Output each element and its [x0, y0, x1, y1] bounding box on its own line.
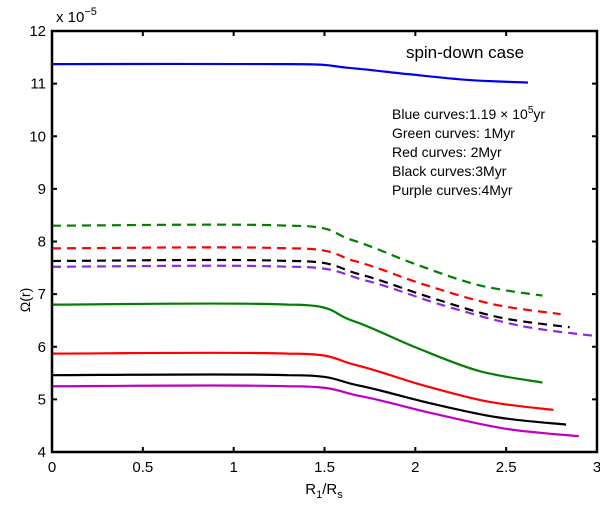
- x-tick-label: 1: [229, 459, 237, 476]
- annotation-line: Red curves: 2Myr: [392, 144, 502, 160]
- y-tick-label: 12: [29, 23, 46, 40]
- series-purple-solid: [51, 384, 579, 438]
- y-axis-label: Ω(r): [17, 288, 33, 312]
- series-black-solid: [51, 373, 567, 426]
- y-tick-label: 7: [38, 286, 46, 303]
- y-tick-label: 10: [29, 128, 46, 145]
- ticks: 0 0.5 1 1.5 2 2.5 3 4 5 6 7 8 9 10 11 12: [29, 23, 600, 476]
- y-tick-label: 5: [38, 391, 46, 408]
- x-axis-label: R1/Rs: [305, 481, 343, 501]
- series-purple-dashed: [51, 264, 598, 338]
- x-tick-label: 2: [411, 459, 419, 476]
- y-tick-label: 4: [38, 444, 46, 461]
- series-red-dashed: [51, 246, 561, 316]
- x-tick-label: 3: [593, 459, 600, 476]
- x-tick-label: 0.5: [132, 459, 153, 476]
- y-tick-label: 6: [38, 339, 46, 356]
- x-tick-label: 0: [48, 459, 56, 476]
- legend-annotations: Blue curves:1.19 × 105yr Green curves: 1M…: [392, 105, 545, 198]
- series-black-dashed: [51, 258, 570, 329]
- annotation-line: Green curves: 1Myr: [392, 125, 515, 141]
- annotation-line: Purple curves:4Myr: [392, 182, 513, 198]
- annotation-line: Black curves:3Myr: [392, 163, 507, 179]
- series-green-dashed: [51, 223, 543, 297]
- y-multiplier: x 10−5: [56, 6, 97, 26]
- annotation-line: Blue curves:1.19 × 105yr: [392, 105, 545, 122]
- chart-title: spin-down case: [406, 43, 524, 62]
- y-tick-label: 11: [30, 76, 46, 93]
- x-tick-label: 2.5: [496, 459, 517, 476]
- series-green-solid: [51, 302, 543, 384]
- x-tick-label: 1.5: [314, 459, 335, 476]
- y-tick-label: 9: [38, 181, 46, 198]
- y-tick-label: 8: [38, 234, 46, 251]
- series-blue-solid: [51, 62, 529, 84]
- curves: [51, 62, 598, 438]
- series-red-solid: [51, 351, 554, 411]
